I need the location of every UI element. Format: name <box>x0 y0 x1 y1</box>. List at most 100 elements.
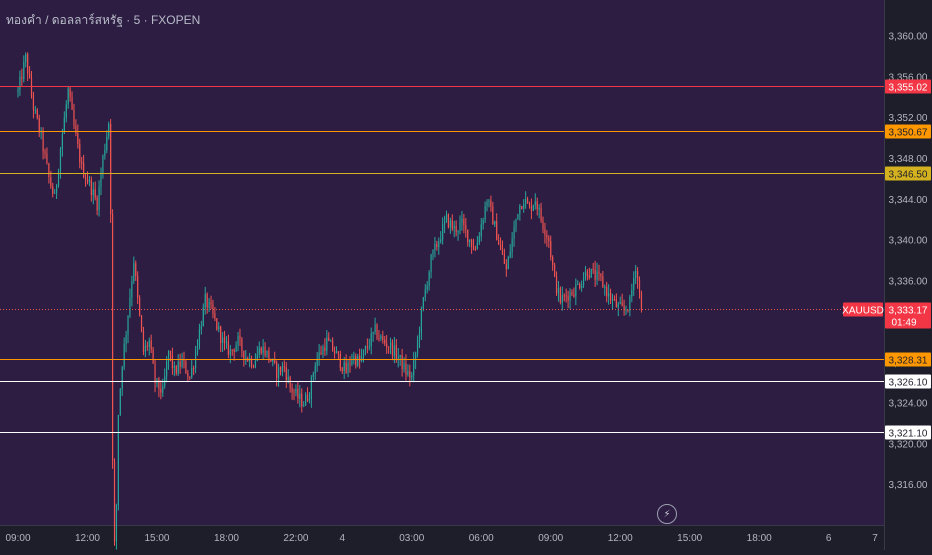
horizontal-levels[interactable]: 3,355.02 3,350.67 3,346.50 3,328.31 3,326.10… <box>0 79 931 440</box>
candle-body <box>312 373 314 378</box>
candle-body <box>63 117 65 134</box>
candle-body <box>397 357 399 359</box>
price-tick-label: 3,320.00 <box>889 439 928 450</box>
candle-body <box>357 356 359 366</box>
symbol-tag-label: XAUUSD <box>842 306 884 317</box>
time-tick-label: 12:00 <box>608 533 633 544</box>
time-tick-label: 6 <box>826 533 832 544</box>
candle-body <box>173 366 175 369</box>
candle-body <box>453 226 455 229</box>
candle-body <box>131 281 133 298</box>
candle-body <box>245 357 247 359</box>
candle-body <box>38 118 40 133</box>
candle-body <box>69 88 71 97</box>
candle-body <box>428 271 430 286</box>
candle-body <box>208 301 210 308</box>
candle-body <box>600 273 602 277</box>
candle-body <box>387 347 390 349</box>
time-tick-label: 12:00 <box>75 533 100 544</box>
candle-body <box>42 131 44 152</box>
candle-body <box>276 362 278 378</box>
candle-body <box>442 224 444 240</box>
candle-body <box>339 353 341 369</box>
candle-body <box>528 203 531 206</box>
candle-body <box>621 302 623 306</box>
candle-body <box>86 179 89 183</box>
candle-body <box>189 376 191 378</box>
candle-body <box>436 243 438 248</box>
candle-body <box>52 186 54 194</box>
lightning-icon[interactable]: ⚡ <box>657 504 677 524</box>
candle-body <box>426 285 428 290</box>
level-price-label: 3,321.10 <box>889 429 928 440</box>
candle-body <box>395 345 397 359</box>
candle-body <box>544 228 546 236</box>
candle-body <box>636 270 639 281</box>
candle-body <box>158 378 160 389</box>
candle-body <box>571 292 573 295</box>
candle-body <box>239 335 241 339</box>
candle-body <box>517 213 519 219</box>
candle-body <box>241 338 243 351</box>
candle-body <box>588 275 590 278</box>
time-tick-label: 4 <box>339 533 345 544</box>
candle-body <box>167 350 170 362</box>
candle-body <box>212 304 214 314</box>
candle-body <box>492 206 494 225</box>
candle-body <box>169 350 172 356</box>
candle-body <box>540 207 542 221</box>
candle-body <box>459 222 461 231</box>
candle-body <box>183 359 185 362</box>
candle-body <box>507 256 509 269</box>
candle-body <box>46 153 48 164</box>
candle-body <box>333 350 336 354</box>
candle-body <box>461 218 463 223</box>
last-price-label: 3,333.17 <box>889 306 928 317</box>
candle-body <box>386 343 388 348</box>
candle-body <box>303 405 305 407</box>
chart-title: ทองคำ / ดอลลาร์สหรัฐ · 5 · FXOPEN <box>6 13 201 27</box>
candle-body <box>608 292 610 297</box>
level-price-label: 3,326.10 <box>889 378 928 389</box>
price-tick-label: 3,344.00 <box>889 195 928 206</box>
symbol-tag <box>843 302 883 317</box>
candle-body <box>611 299 614 301</box>
candle-body <box>552 257 554 265</box>
candle-body <box>57 171 60 186</box>
candle-body <box>314 365 316 374</box>
candle-body <box>44 151 46 154</box>
candle-body <box>214 313 216 319</box>
candle-body <box>142 331 145 352</box>
candle-body <box>467 229 469 243</box>
candle-body <box>92 189 94 196</box>
candle-body <box>25 54 27 63</box>
candle-body <box>56 185 58 193</box>
candle-body <box>455 226 457 232</box>
candle-body <box>330 340 332 342</box>
time-tick-label: 22:00 <box>283 533 308 544</box>
candle-body <box>96 197 98 211</box>
candle-body <box>534 201 536 206</box>
candle-body <box>181 359 183 367</box>
candle-body <box>546 235 548 238</box>
candle-body <box>378 338 380 340</box>
candle-body <box>472 246 475 250</box>
price-tick-label: 3,324.00 <box>889 399 928 410</box>
candle-body <box>297 388 299 399</box>
level-price-label: 3,346.50 <box>889 170 928 181</box>
candle-body <box>523 204 525 209</box>
candle-body <box>349 363 351 365</box>
candle-body <box>474 249 477 251</box>
price-tick-label: 3,316.00 <box>889 480 928 491</box>
candle-body <box>125 335 127 344</box>
candle-body <box>254 360 257 368</box>
candle-body <box>160 388 162 393</box>
candle-body <box>360 356 363 362</box>
candle-body <box>285 367 287 380</box>
plot-background <box>0 0 884 525</box>
candle-body <box>193 367 195 369</box>
candle-body <box>129 297 131 316</box>
